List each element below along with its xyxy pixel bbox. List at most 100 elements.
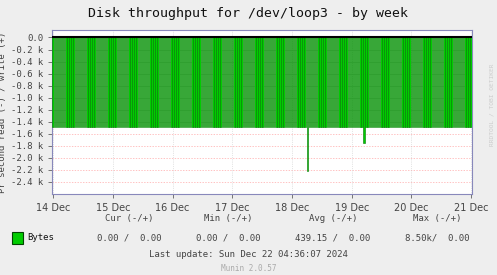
Bar [264, 37, 266, 127]
Bar [334, 37, 335, 127]
Text: 439.15 /  0.00: 439.15 / 0.00 [295, 233, 371, 242]
Bar [240, 37, 241, 127]
Bar [218, 37, 220, 127]
Bar [389, 37, 390, 127]
Bar [451, 37, 453, 127]
Bar [399, 37, 401, 127]
Bar [273, 37, 274, 127]
Bar [346, 37, 348, 127]
Text: Disk throughput for /dev/loop3 - by week: Disk throughput for /dev/loop3 - by week [88, 7, 409, 20]
Bar [53, 37, 54, 127]
Bar [326, 37, 327, 127]
Bar [78, 37, 79, 127]
Bar [458, 37, 459, 127]
Bar [76, 37, 77, 127]
Bar [118, 37, 119, 127]
Bar [412, 37, 413, 127]
Bar [262, 37, 264, 127]
Bar [134, 37, 136, 127]
Bar [250, 37, 251, 127]
Bar [405, 37, 407, 127]
Bar [204, 37, 205, 127]
Bar [380, 37, 382, 127]
Bar [176, 37, 178, 127]
Text: 0.00 /  0.00: 0.00 / 0.00 [97, 233, 162, 242]
Bar [92, 37, 94, 127]
Bar [246, 37, 247, 127]
Bar [286, 37, 287, 127]
Bar [464, 37, 466, 127]
Bar [191, 37, 192, 127]
Text: Max (-/+): Max (-/+) [413, 214, 462, 223]
Bar [128, 37, 130, 127]
Bar [94, 37, 96, 127]
Bar [307, 37, 308, 171]
Text: Bytes: Bytes [27, 233, 54, 242]
Bar [359, 37, 360, 127]
Bar [424, 37, 425, 127]
Bar [252, 37, 253, 127]
Bar [141, 37, 142, 127]
Bar [374, 37, 375, 127]
Bar [166, 37, 167, 127]
Bar [277, 37, 279, 127]
Text: Avg (-/+): Avg (-/+) [309, 214, 357, 223]
Bar [59, 37, 60, 127]
Bar [321, 37, 323, 127]
Bar [122, 37, 123, 127]
Bar [69, 37, 71, 127]
Bar [386, 37, 388, 127]
Bar [86, 37, 87, 127]
Bar [132, 37, 134, 127]
Bar [298, 37, 300, 127]
Bar [221, 37, 222, 127]
Bar [348, 37, 350, 127]
Bar [124, 37, 125, 127]
Bar [447, 37, 449, 127]
Bar [355, 37, 356, 127]
Bar [313, 37, 315, 127]
Bar [151, 37, 153, 127]
Bar [178, 37, 180, 127]
Bar [437, 37, 438, 127]
Bar [357, 37, 358, 127]
Bar [72, 37, 73, 127]
Bar [332, 37, 333, 127]
Bar [408, 37, 409, 127]
Bar [294, 37, 296, 127]
Bar [319, 37, 321, 127]
Bar [376, 37, 377, 127]
Bar [435, 37, 436, 127]
Bar [105, 37, 106, 127]
Bar [290, 37, 291, 127]
Bar [80, 37, 82, 127]
Text: Last update: Sun Dec 22 04:36:07 2024: Last update: Sun Dec 22 04:36:07 2024 [149, 250, 348, 259]
Bar [130, 37, 132, 127]
Bar [422, 37, 423, 127]
Bar [470, 37, 472, 127]
Bar [153, 37, 155, 127]
Bar [139, 37, 140, 127]
Bar [103, 37, 104, 127]
Bar [199, 37, 201, 127]
Bar [324, 37, 325, 127]
Bar [370, 37, 371, 127]
Bar [254, 37, 255, 127]
Bar [242, 37, 243, 127]
Bar [353, 37, 354, 127]
Bar [82, 37, 83, 127]
Bar [344, 37, 346, 127]
Bar [426, 37, 428, 127]
Bar [174, 37, 176, 127]
Bar [170, 37, 171, 127]
Bar [57, 37, 58, 127]
Bar [445, 37, 447, 127]
Bar [305, 37, 306, 127]
Bar [164, 37, 166, 127]
Bar [441, 37, 442, 127]
Bar [137, 37, 138, 127]
Bar [214, 37, 216, 127]
Bar [317, 37, 319, 127]
Bar [328, 37, 329, 127]
Bar [378, 37, 380, 127]
